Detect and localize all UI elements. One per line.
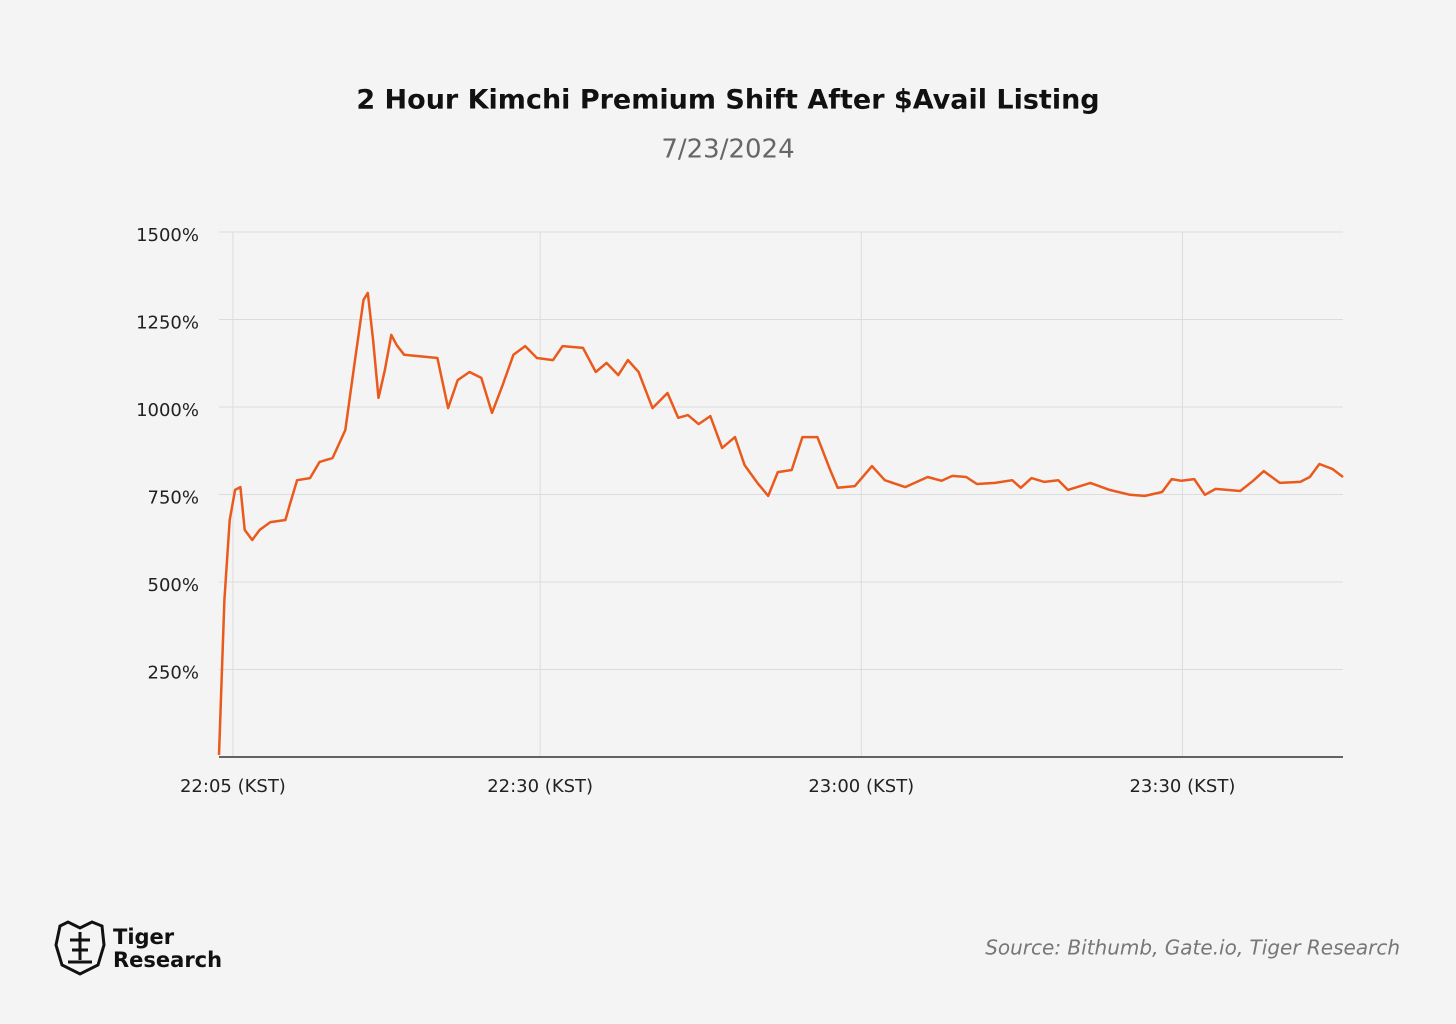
x-tick-label: 22:30 (KST)	[487, 776, 593, 797]
logo-stripes	[68, 932, 92, 964]
x-tick-label: 23:30 (KST)	[1129, 776, 1235, 797]
x-tick-label: 22:05 (KST)	[180, 776, 286, 797]
source-note: Source: Bithumb, Gate.io, Tiger Research	[985, 936, 1400, 960]
y-tick-label: 500%	[148, 575, 199, 596]
brand-name: Tiger	[113, 925, 175, 949]
y-tick-label: 1000%	[136, 400, 199, 421]
logo-icon	[54, 920, 106, 976]
x-tick-label: 23:00 (KST)	[808, 776, 914, 797]
y-tick-label: 1250%	[136, 313, 199, 334]
brand-name: Research	[113, 948, 222, 972]
chart-title: 2 Hour Kimchi Premium Shift After $Avail…	[356, 85, 1099, 116]
y-tick-label: 1500%	[136, 225, 199, 246]
y-tick-label: 750%	[148, 488, 199, 509]
brand-logo: Tiger Research	[54, 920, 222, 976]
y-tick-label: 250%	[148, 663, 199, 684]
chart-subtitle: 7/23/2024	[661, 135, 794, 165]
data-line	[217, 291, 1344, 755]
